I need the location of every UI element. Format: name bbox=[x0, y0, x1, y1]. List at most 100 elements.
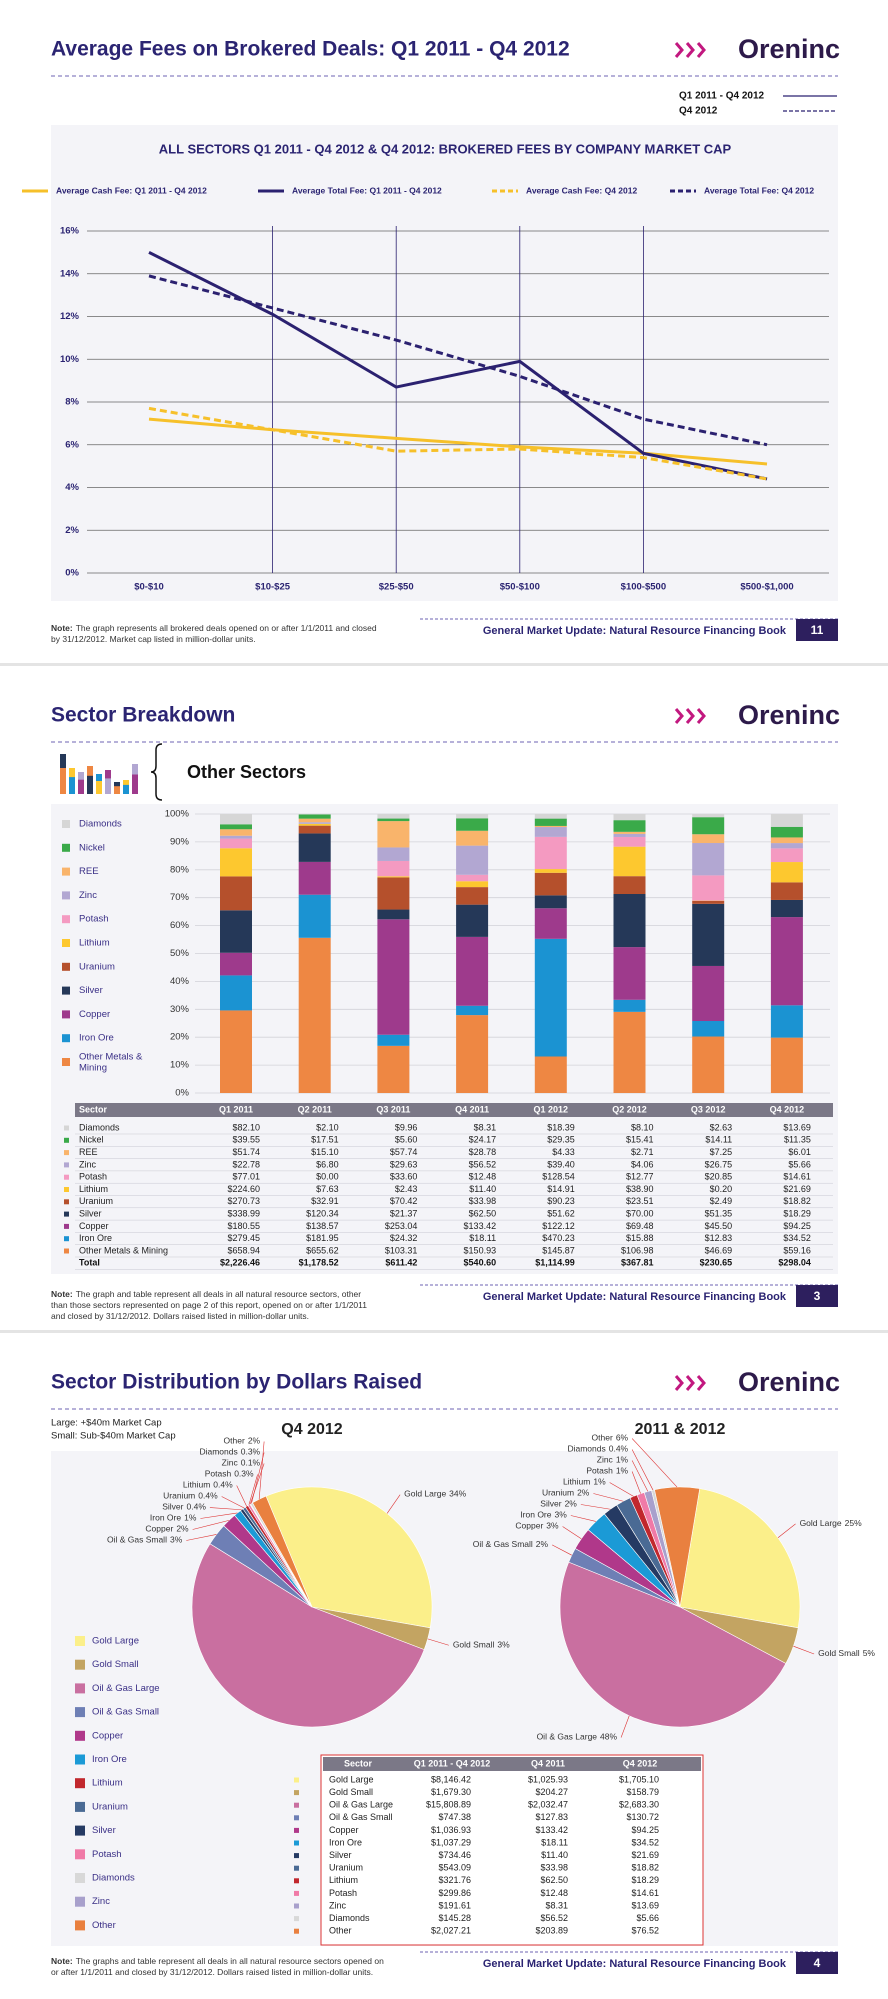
y-tick-label: 12% bbox=[60, 311, 80, 322]
pie-label: Uranium 2% bbox=[542, 1488, 590, 1498]
icon-bar bbox=[69, 768, 75, 794]
table-cell: $39.55 bbox=[232, 1135, 260, 1145]
pie-label: Silver 2% bbox=[540, 1499, 577, 1509]
row-label: Uranium bbox=[79, 1196, 113, 1206]
row-bullet bbox=[294, 1928, 299, 1934]
table-cell: $5.60 bbox=[395, 1135, 418, 1145]
bar-segment bbox=[770, 899, 803, 918]
brand: Oreninc bbox=[738, 34, 840, 64]
table-cell: $611.42 bbox=[385, 1258, 417, 1268]
leader-line bbox=[186, 1534, 217, 1541]
leader-line bbox=[777, 1523, 796, 1538]
table-cell: $2,683.30 bbox=[619, 1800, 659, 1810]
y-tick-label: 4% bbox=[65, 482, 79, 493]
bar-segment bbox=[456, 814, 489, 819]
pie-label: Gold Small 5% bbox=[818, 1648, 875, 1658]
text-line: Other Metals & bbox=[79, 1051, 145, 1062]
pie-label-value: 1% bbox=[616, 1466, 629, 1476]
pie-label-name: Uranium bbox=[542, 1488, 574, 1498]
pie-label-value: 3% bbox=[555, 1510, 568, 1520]
row-label: Other Metals & Mining bbox=[79, 1245, 168, 1255]
legend-swatch bbox=[62, 843, 70, 852]
icon-bar bbox=[78, 772, 84, 794]
table-cell: $103.31 bbox=[385, 1245, 418, 1255]
table-cell: $56.52 bbox=[540, 1913, 568, 1923]
leader-line bbox=[192, 1520, 230, 1530]
bar-segment bbox=[534, 1056, 567, 1093]
note-text: than those sectors represented on page 2… bbox=[51, 1300, 367, 1310]
legend-swatch bbox=[62, 1034, 70, 1043]
legend-label: Uranium bbox=[79, 961, 115, 972]
table-cell: $298.04 bbox=[778, 1258, 811, 1268]
leader-line bbox=[562, 1526, 582, 1540]
pie-label: Oil & Gas Small 2% bbox=[473, 1539, 549, 1549]
row-label: Oil & Gas Small bbox=[329, 1812, 393, 1822]
logo-chevron bbox=[674, 1375, 684, 1391]
pie-label-name: Diamonds bbox=[567, 1444, 605, 1454]
pie-label-value: 3% bbox=[497, 1640, 510, 1650]
leader-line bbox=[631, 1460, 649, 1492]
row-bullet bbox=[294, 1815, 299, 1821]
table-cell: $51.74 bbox=[232, 1147, 260, 1157]
bar-segment bbox=[534, 818, 567, 826]
pie-label-name: Copper bbox=[515, 1521, 543, 1531]
table-cell: $12.83 bbox=[705, 1233, 733, 1243]
table-cell: $133.42 bbox=[464, 1221, 497, 1231]
note-text: and closed by 31/12/2012. Dollars raised… bbox=[51, 1311, 309, 1321]
pie-label-name: Diamonds bbox=[199, 1447, 237, 1457]
y-tick-label: 10% bbox=[170, 1060, 190, 1071]
bar-segment bbox=[613, 846, 646, 877]
row-label: REE bbox=[79, 1147, 98, 1157]
bar-segment bbox=[770, 882, 803, 900]
pie-label: Gold Large 34% bbox=[404, 1489, 467, 1499]
series-line bbox=[148, 274, 768, 447]
table-cell: $18.39 bbox=[547, 1122, 575, 1132]
pie-label-value: 2% bbox=[577, 1488, 590, 1498]
table-cell: $14.11 bbox=[705, 1135, 732, 1145]
table-cell: $145.28 bbox=[438, 1913, 471, 1923]
x-tick-label: $50-$100 bbox=[500, 582, 540, 593]
table-cell: $253.04 bbox=[385, 1221, 418, 1231]
bar-segment bbox=[770, 826, 803, 838]
series-line bbox=[148, 417, 768, 466]
row-label: Total bbox=[79, 1258, 100, 1268]
table-cell: $18.82 bbox=[631, 1863, 659, 1873]
bar-segment bbox=[298, 894, 331, 938]
table-cell: $15.88 bbox=[626, 1233, 654, 1243]
table-cell: $543.09 bbox=[438, 1863, 471, 1873]
legend-swatch bbox=[75, 1825, 85, 1836]
pie-label-name: Other bbox=[224, 1436, 245, 1446]
leader-line bbox=[609, 1482, 634, 1497]
row-label: Silver bbox=[79, 1208, 102, 1218]
table-header: Q2 2011 bbox=[298, 1104, 332, 1114]
bar-segment bbox=[220, 829, 252, 836]
table-header: Q4 2011 bbox=[455, 1104, 489, 1114]
table-cell: $130.72 bbox=[626, 1812, 659, 1822]
pie-label: Gold Small 3% bbox=[453, 1640, 510, 1650]
table-cell: $138.57 bbox=[306, 1221, 339, 1231]
table-cell: $150.93 bbox=[464, 1245, 497, 1255]
y-tick-label: 50% bbox=[170, 948, 190, 959]
logo-chevron bbox=[696, 708, 706, 724]
icon-bar-top bbox=[96, 774, 102, 781]
legend-label: Diamonds bbox=[79, 819, 122, 830]
bar-segment bbox=[456, 936, 489, 1006]
table-cell: $7.25 bbox=[710, 1147, 733, 1157]
table-cell: $321.76 bbox=[438, 1875, 471, 1885]
pie-label: Oil & Gas Large 48% bbox=[537, 1732, 618, 1742]
row-label: Iron Ore bbox=[329, 1837, 362, 1847]
legend-swatch bbox=[62, 939, 70, 947]
table-cell: $14.91 bbox=[547, 1184, 575, 1194]
logo-chevron bbox=[674, 42, 684, 58]
table-header-bg bbox=[323, 1757, 701, 1771]
pie-label: Iron Ore 1% bbox=[150, 1513, 197, 1523]
bar-segment bbox=[770, 814, 803, 827]
pie-label-name: Gold Large bbox=[404, 1489, 446, 1499]
bar-segment bbox=[534, 869, 567, 873]
table-cell: $8,146.42 bbox=[431, 1774, 471, 1784]
table-cell: $2,226.46 bbox=[220, 1258, 260, 1268]
table-cell: $203.89 bbox=[535, 1926, 568, 1936]
logo-chevron bbox=[696, 42, 706, 58]
table-cell: $76.52 bbox=[631, 1926, 659, 1936]
y-tick-label: 80% bbox=[170, 864, 190, 875]
